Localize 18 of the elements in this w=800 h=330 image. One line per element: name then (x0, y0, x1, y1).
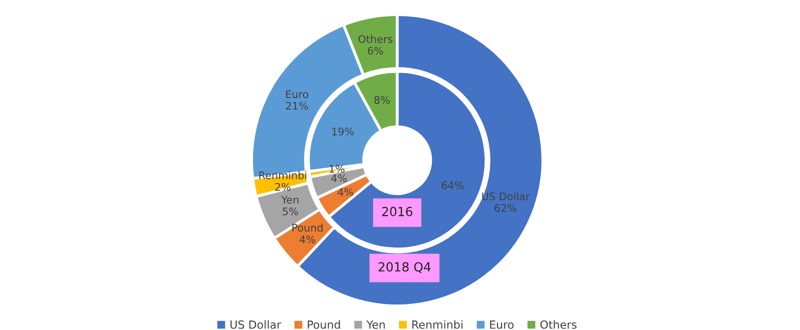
data-label: Yen 5% (281, 196, 298, 216)
data-label: 8% (374, 96, 390, 104)
data-label: 4% (338, 188, 354, 196)
legend-label: Renminbi (412, 320, 462, 329)
data-label: Others 6% (358, 34, 392, 55)
data-label: US Dollar 62% (482, 192, 530, 212)
legend-label: Others (540, 320, 577, 329)
data-label: 19% (332, 128, 354, 136)
data-label: Euro 21% (286, 90, 308, 110)
legend-label: Yen (366, 320, 385, 329)
data-label: 64% (442, 181, 464, 190)
legend-label: Pound (308, 320, 340, 329)
legend-label: Euro (490, 320, 514, 329)
data-label: 4% (331, 174, 347, 182)
slice-label: 2016 (382, 206, 412, 216)
legend-label: US Dollar (230, 320, 282, 329)
data-label: Pound 4% (292, 224, 323, 244)
slice-label: 2018 Q4 (378, 262, 431, 274)
